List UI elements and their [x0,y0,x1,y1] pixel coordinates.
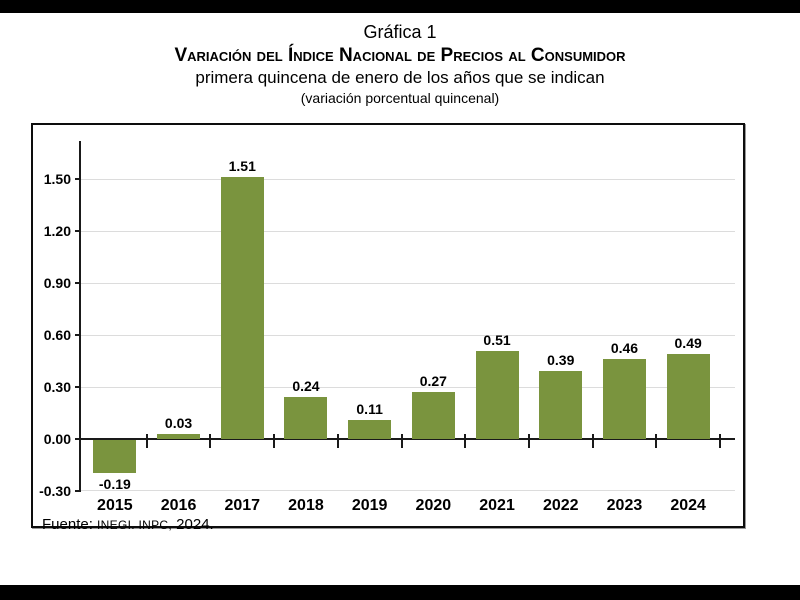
source-acronym: INEGI. INPC, [97,518,172,532]
x-tick-label: 2015 [97,497,133,514]
bar-value-label: 0.46 [610,340,639,357]
x-tick-label: 2018 [288,497,324,514]
bar-value-label: 0.24 [292,378,320,395]
x-tick-label: 2016 [160,497,197,514]
y-tick-label: 0.60 [43,327,71,344]
x-tick-label: 2020 [415,497,452,514]
chart-number: Gráfica 1 [363,22,437,42]
bar [539,371,583,439]
x-tick-label: 2024 [670,497,706,514]
bar-value-label: 0.51 [483,331,511,348]
x-axis-tick [273,434,276,448]
bar [284,397,328,439]
x-tick-label: 2019 [351,497,388,514]
chart-header: Gráfica 1 Variación del Índice Nacional … [0,21,800,107]
y-tick-label: 1.20 [43,223,71,240]
source-prefix: Fuente: [42,516,98,533]
y-axis-tick [75,178,81,181]
y-tick-label: 1.50 [43,171,71,188]
y-tick-label: -0.30 [39,482,71,499]
gridline [81,386,735,388]
x-axis-tick [464,434,467,448]
chart-unit-note: (variación porcentual quincenal) [300,90,500,106]
bar-value-label: 0.11 [356,400,383,417]
bar [666,354,710,439]
x-axis-tick [336,434,339,448]
x-axis-tick [655,434,658,448]
y-tick-label: 0.00 [43,431,71,447]
y-axis-tick [75,334,81,337]
bar-chart: -0.30 0.00 0.30 0.60 0.90 1.20 1.50 -0.19 2015 0.… [33,125,743,526]
x-axis-tick [719,434,721,448]
bar-value-label: 0.27 [419,373,447,390]
x-tick-label: 2022 [542,497,579,514]
bar [411,392,455,439]
y-tick-label: 0.30 [43,379,71,395]
bar [157,433,201,439]
gridline [81,334,735,336]
y-axis [79,141,81,492]
y-axis-tick [75,230,81,233]
letterbox-bottom [0,585,800,600]
gridline [81,230,735,232]
x-axis-tick [400,434,403,448]
document-page: Gráfica 1 Variación del Índice Nacional … [0,13,800,585]
x-axis-tick [209,434,212,448]
x-axis [81,438,735,440]
bar-value-label: 0.49 [674,335,702,352]
y-axis-tick [75,438,81,440]
bar [220,177,264,439]
chart-subtitle: primera quincena de enero de los años qu… [195,68,605,87]
gridline [81,490,735,492]
letterbox-top [0,0,800,13]
bar [602,359,646,439]
source-note: Fuente: INEGI. INPC, 2024. [42,516,214,533]
x-axis-tick [145,434,148,448]
x-tick-label: 2023 [606,497,643,514]
chart-title: Variación del Índice Nacional de Precios… [174,45,626,66]
bar-value-label: 1.51 [228,158,256,175]
bar [93,440,137,473]
gridline [81,178,735,180]
bar [475,350,519,439]
bar-value-label: -0.19 [98,475,131,492]
chart-frame: -0.30 0.00 0.30 0.60 0.90 1.20 1.50 -0.19 2015 0.… [31,123,745,528]
bar [348,419,392,439]
bar-value-label: 0.39 [547,352,575,369]
y-tick-label: 0.90 [43,275,71,292]
bar-value-label: 0.03 [164,414,193,431]
x-tick-label: 2017 [224,497,261,514]
y-axis-tick [75,282,81,285]
y-axis-tick [75,489,81,492]
x-axis-tick [527,434,530,448]
source-year: 2024. [172,516,214,533]
y-axis-tick [75,386,81,388]
gridline [81,282,735,284]
x-axis-tick [591,434,594,448]
x-tick-label: 2021 [479,497,515,514]
